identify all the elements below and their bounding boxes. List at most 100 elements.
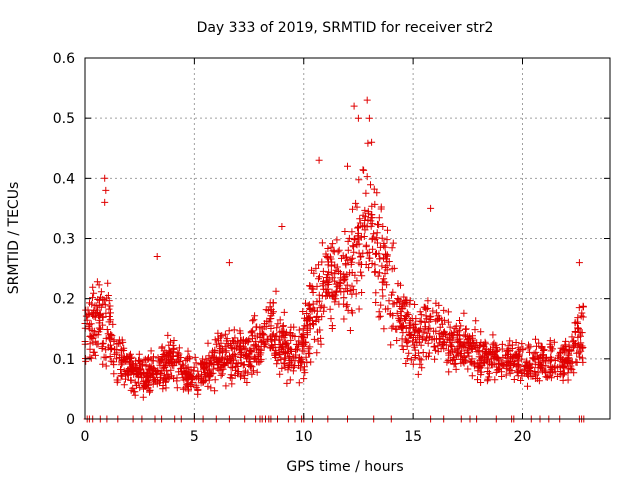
data-point xyxy=(393,309,401,317)
data-point xyxy=(249,317,257,325)
data-point xyxy=(96,325,104,333)
data-point xyxy=(138,374,146,382)
data-point xyxy=(175,350,183,358)
data-point xyxy=(563,360,571,368)
data-point xyxy=(257,357,265,365)
data-point xyxy=(86,353,94,361)
data-point xyxy=(262,306,270,314)
data-point xyxy=(472,343,480,351)
data-point xyxy=(137,369,145,377)
data-point xyxy=(534,364,542,372)
data-point xyxy=(367,181,374,189)
data-point xyxy=(218,354,226,362)
data-point xyxy=(373,189,381,197)
data-point xyxy=(354,224,361,232)
data-point xyxy=(248,363,256,371)
data-point xyxy=(468,372,476,380)
data-point xyxy=(400,293,408,301)
data-point xyxy=(357,261,365,268)
data-point xyxy=(283,379,291,387)
data-point xyxy=(103,326,111,333)
data-point xyxy=(350,248,358,256)
data-point xyxy=(266,303,274,311)
data-point xyxy=(254,343,262,351)
data-point xyxy=(355,223,362,231)
data-point xyxy=(346,327,354,334)
data-point xyxy=(445,368,453,376)
data-point xyxy=(100,353,108,361)
data-point xyxy=(105,297,113,305)
data-point xyxy=(385,297,393,305)
data-point xyxy=(104,292,112,299)
data-point xyxy=(378,262,386,270)
data-point xyxy=(575,328,583,336)
data-point xyxy=(268,331,276,339)
data-point xyxy=(106,353,114,360)
data-point xyxy=(359,166,367,174)
data-point xyxy=(424,297,432,305)
data-point xyxy=(335,246,343,254)
data-point xyxy=(452,365,460,373)
data-point xyxy=(538,365,546,373)
data-point xyxy=(380,325,388,333)
data-point xyxy=(372,289,380,297)
data-point xyxy=(250,316,258,324)
data-point xyxy=(132,370,140,378)
data-point xyxy=(113,349,121,357)
data-point xyxy=(270,308,277,316)
data-point xyxy=(87,320,95,328)
data-point xyxy=(531,356,539,364)
data-point xyxy=(244,338,252,346)
data-point xyxy=(361,206,369,214)
data-point xyxy=(93,302,101,310)
data-point xyxy=(167,348,175,356)
data-point xyxy=(303,310,311,317)
data-point xyxy=(105,305,113,313)
data-point xyxy=(279,343,287,351)
data-point xyxy=(284,366,292,374)
data-point xyxy=(289,367,297,375)
data-point xyxy=(431,342,439,350)
data-point xyxy=(531,369,539,377)
data-point xyxy=(489,331,497,339)
data-point xyxy=(99,339,107,347)
data-point xyxy=(183,354,191,362)
data-point xyxy=(514,357,522,365)
data-point xyxy=(227,355,235,363)
data-point xyxy=(278,223,286,230)
data-point xyxy=(204,382,212,390)
data-point xyxy=(325,258,332,266)
data-point xyxy=(435,339,443,347)
data-point xyxy=(209,347,216,355)
data-point xyxy=(379,292,387,300)
y-tick-label: 0.2 xyxy=(53,292,75,308)
data-point xyxy=(160,347,168,355)
data-point xyxy=(253,358,261,366)
data-point xyxy=(109,320,117,328)
data-point xyxy=(524,382,531,390)
data-point xyxy=(516,366,524,374)
data-point xyxy=(432,317,440,325)
data-point xyxy=(257,346,265,354)
data-point xyxy=(500,361,508,369)
data-point xyxy=(236,329,244,337)
data-point xyxy=(368,202,376,210)
data-point xyxy=(469,332,476,340)
data-point xyxy=(546,340,554,348)
data-point xyxy=(130,388,138,396)
data-point xyxy=(381,264,389,271)
data-point xyxy=(272,333,280,340)
data-point xyxy=(202,355,210,363)
data-point xyxy=(286,356,294,364)
data-point xyxy=(187,371,194,379)
data-point xyxy=(361,221,368,229)
data-point xyxy=(170,337,178,344)
data-point xyxy=(383,236,391,244)
data-point xyxy=(355,176,363,184)
data-point xyxy=(217,333,225,341)
data-point xyxy=(269,343,277,351)
data-point xyxy=(364,216,372,224)
data-point xyxy=(298,339,306,347)
data-point xyxy=(570,337,578,345)
data-point xyxy=(227,363,235,371)
